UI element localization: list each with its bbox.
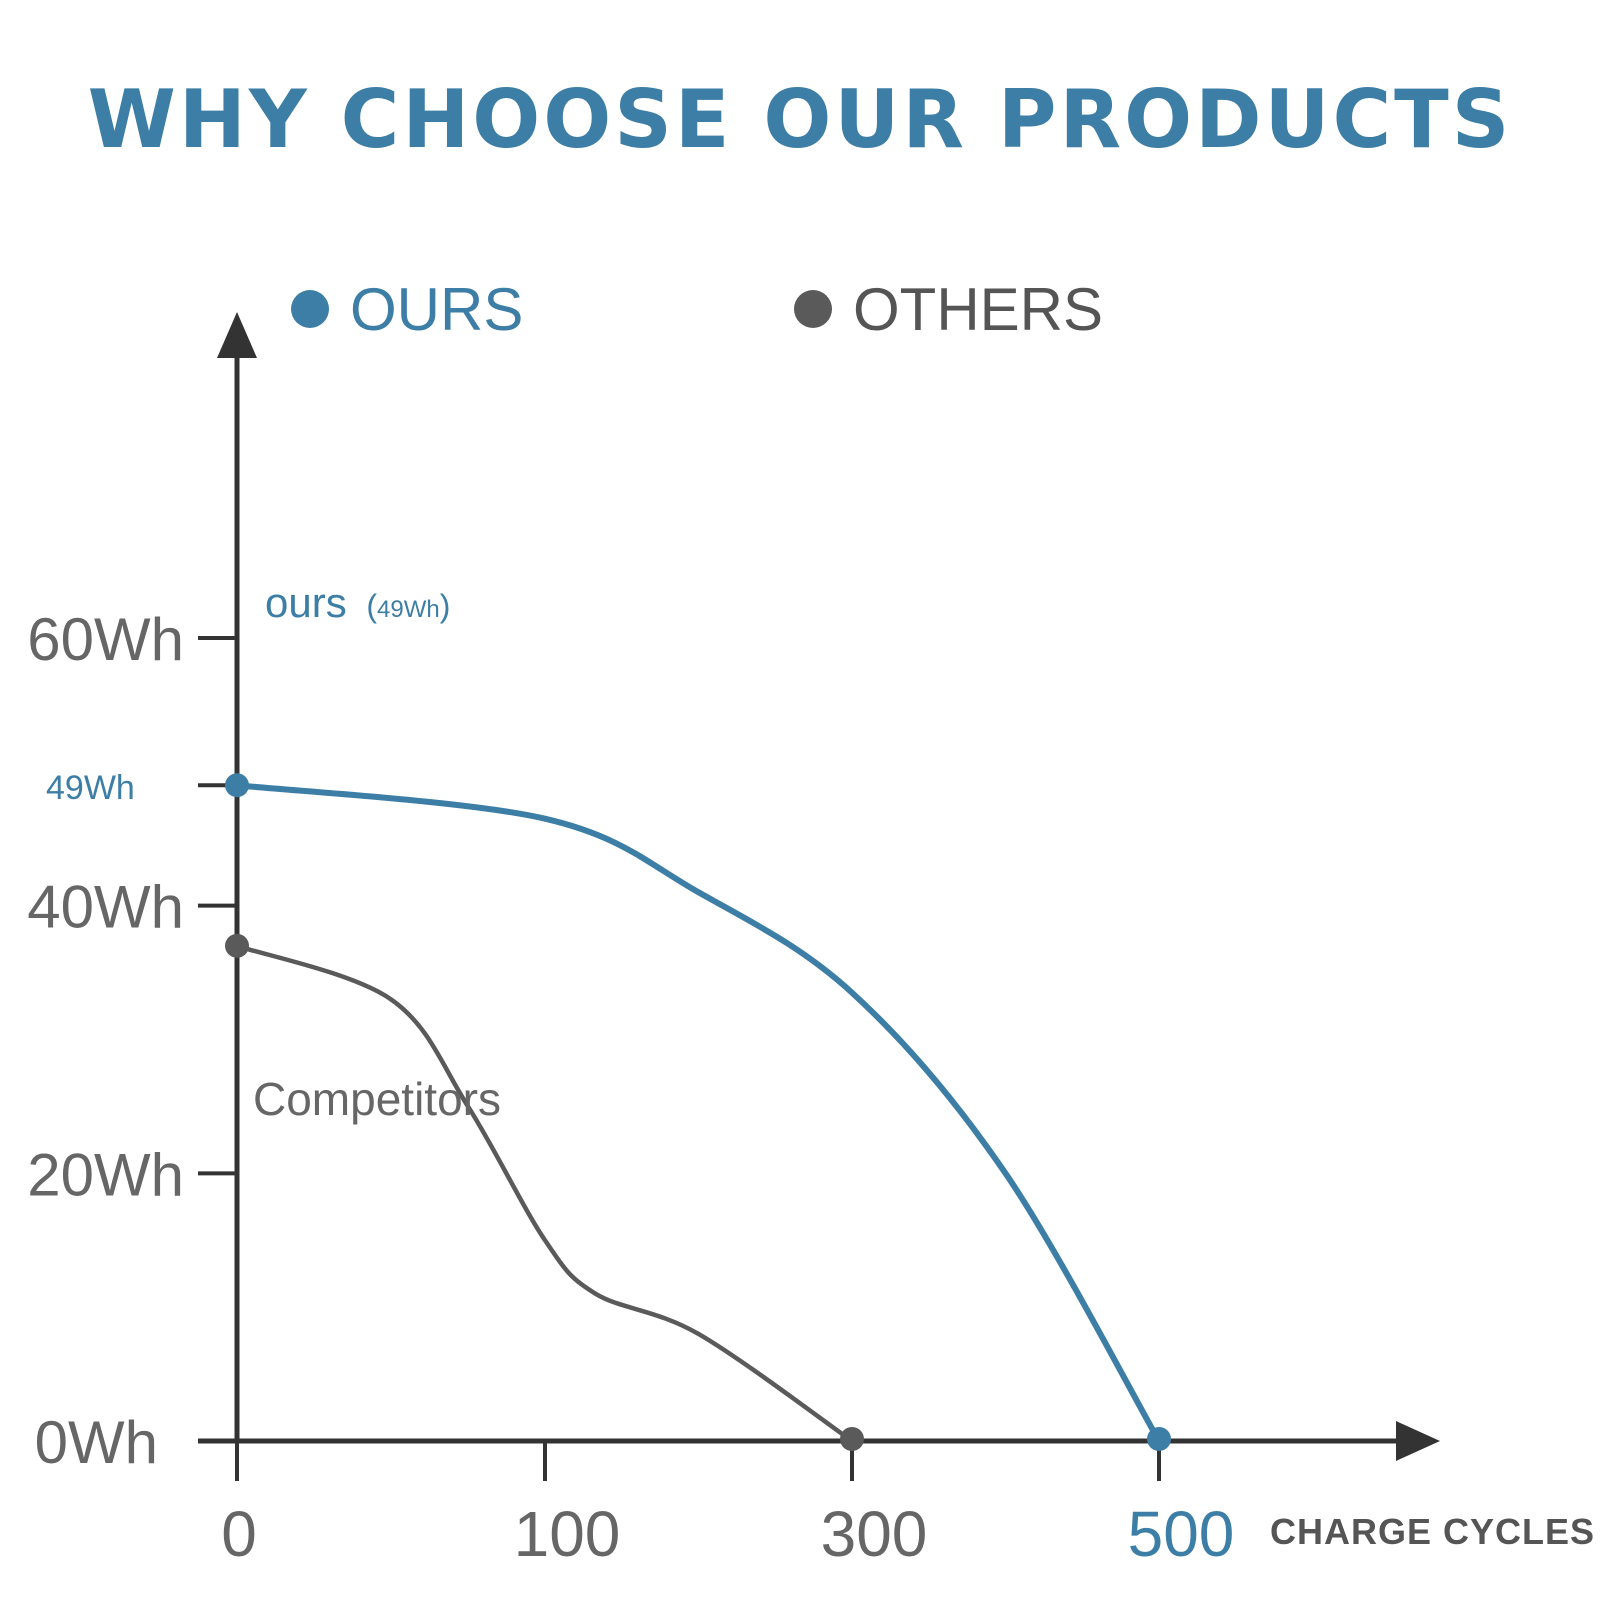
y-axis-arrow (217, 312, 257, 358)
ours-annotation: ours (49Wh) (265, 579, 450, 626)
legend-others-dot (794, 290, 832, 328)
y-marker-label: 49Wh (46, 769, 135, 807)
x-tick-label-0: 0 (221, 1498, 257, 1570)
x-tick-label-1: 100 (514, 1498, 621, 1570)
y-tick-label-2: 40Wh (27, 874, 184, 941)
legend: OURS OTHERS (291, 276, 1103, 343)
legend-ours-dot (291, 290, 329, 328)
x-axis-label: CHARGE CYCLES (1270, 1511, 1595, 1552)
series-point-ours-end (1147, 1427, 1171, 1451)
x-axis-arrow (1396, 1421, 1440, 1461)
x-tick-label-2: 300 (821, 1498, 928, 1570)
series-point-others-end (840, 1427, 864, 1451)
tick-labels: 0Wh 20Wh 40Wh 60Wh 49Wh 0 100 300 500 (27, 606, 1234, 1570)
ours-annotation-label: ours (265, 579, 347, 626)
series-layer (225, 773, 1171, 1451)
series-line-others (234, 943, 855, 1444)
competitors-annotation: Competitors (253, 1073, 501, 1125)
x-tick-label-3: 500 (1128, 1498, 1235, 1570)
grid (237, 430, 1430, 1441)
ours-annotation-value: 49Wh (377, 596, 440, 623)
y-tick-label-1: 20Wh (27, 1141, 184, 1208)
ours-annotation-open-paren: ( (366, 588, 377, 624)
series-line-ours (234, 782, 1162, 1444)
chart-title: WHY CHOOSE OUR PRODUCTS (88, 73, 1513, 166)
y-tick-label-3: 60Wh (27, 606, 184, 673)
series-point-others-start (225, 933, 249, 958)
legend-others-label: OTHERS (853, 276, 1103, 343)
ours-annotation-close-paren: ) (440, 588, 451, 624)
y-tick-label-0: 0Wh (35, 1409, 158, 1476)
series-point-ours-start (225, 773, 249, 798)
axes (198, 312, 1440, 1461)
legend-ours-label: OURS (350, 276, 523, 343)
